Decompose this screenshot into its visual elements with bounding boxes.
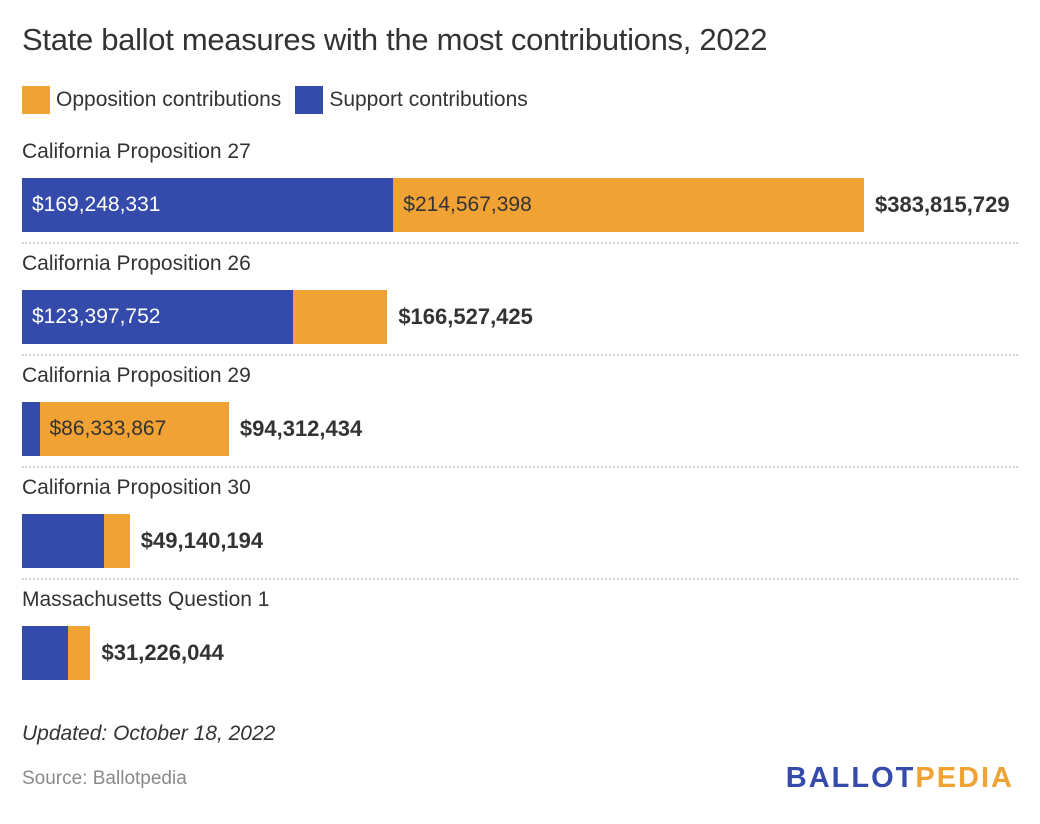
category-label: California Proposition 30 (22, 476, 251, 499)
legend-label-support: Support contributions (329, 88, 528, 111)
category-label: California Proposition 29 (22, 364, 251, 387)
bar-segment-opposition[interactable] (292, 290, 388, 344)
row-separator (22, 466, 1018, 468)
legend-item-support: Support contributions (295, 86, 528, 114)
total-value-label: $383,815,729 (875, 192, 1010, 217)
logo-part-pedia: PEDIA (915, 762, 1014, 794)
legend-label-opposition: Opposition contributions (56, 88, 282, 111)
row-separator (22, 578, 1018, 580)
total-value-label: $94,312,434 (239, 416, 363, 441)
legend: Opposition contributions Support contrib… (22, 86, 542, 114)
bar-segment-opposition[interactable] (68, 626, 91, 680)
support-value-label: $169,248,331 (32, 193, 161, 216)
row-separator (22, 354, 1018, 356)
support-value-label: $123,397,752 (32, 305, 161, 328)
row-separator (22, 242, 1018, 244)
total-value-label: $166,527,425 (398, 304, 533, 329)
bar-segment-support[interactable] (22, 402, 40, 456)
ballotpedia-logo[interactable]: BALLOTPEDIA (786, 762, 1014, 795)
legend-item-opposition: Opposition contributions (22, 86, 281, 114)
category-label: Massachusetts Question 1 (22, 588, 270, 611)
bar-segment-support[interactable] (22, 290, 293, 344)
legend-swatch-opposition (22, 86, 50, 114)
updated-note: Updated: October 18, 2022 (22, 722, 276, 745)
opposition-value-label: $214,567,398 (403, 193, 532, 216)
total-value-label: $49,140,194 (140, 528, 264, 553)
logo-part-ballot: BALLOT (785, 762, 916, 794)
opposition-value-label: $86,333,867 (49, 417, 167, 440)
bar-segment-opposition[interactable] (39, 402, 229, 456)
chart-title: State ballot measures with the most cont… (22, 22, 768, 57)
source-note: Source: Ballotpedia (22, 768, 187, 789)
legend-swatch-support (295, 86, 324, 114)
category-label: California Proposition 26 (22, 252, 251, 275)
bar-segment-support[interactable] (22, 514, 105, 568)
bar-segment-opposition[interactable] (104, 514, 130, 568)
category-label: California Proposition 27 (22, 140, 251, 163)
bar-segment-opposition[interactable] (393, 178, 864, 232)
total-value-label: $31,226,044 (101, 640, 224, 665)
bar-segment-support[interactable] (22, 178, 394, 232)
bar-segment-support[interactable] (22, 626, 69, 680)
